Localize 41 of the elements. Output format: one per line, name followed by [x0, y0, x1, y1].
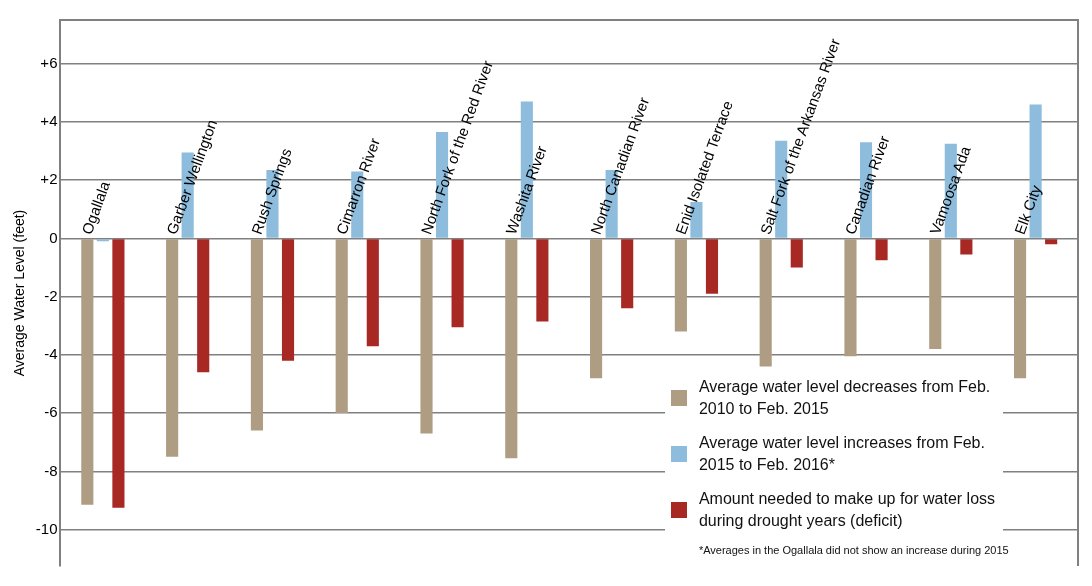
bar [250, 239, 263, 431]
bar [536, 239, 549, 322]
bar [875, 239, 888, 261]
bar [621, 239, 634, 309]
bar [590, 239, 603, 379]
bar [1045, 239, 1058, 245]
legend-label: Average water level increases from Feb. 2015 to Feb. 2016* [698, 433, 986, 475]
bar [96, 239, 109, 242]
y-tick-label: -6 [44, 403, 58, 421]
y-axis-title: Average Water Level (feet) [11, 209, 28, 377]
bar [281, 239, 295, 361]
x-tick-label: Elk City [1010, 182, 1045, 237]
y-tick-label: +6 [40, 53, 58, 71]
bar [960, 239, 973, 255]
x-tick-label: North Fork of the Red River [417, 58, 497, 237]
bar [759, 239, 772, 367]
bar [420, 239, 433, 434]
y-tick-label: 0 [49, 228, 58, 246]
bar [335, 239, 348, 414]
bar [844, 239, 857, 357]
bar [81, 239, 94, 505]
bar [112, 239, 125, 508]
y-tick-label: -10 [35, 519, 58, 537]
annotation: *Averages in the Ogallala did not show an increase during 2015 [698, 544, 1009, 556]
y-tick-label: +4 [40, 112, 58, 130]
legend-label: Average water level decreases from Feb. 2010 to Feb. 2015 [698, 377, 992, 419]
bar [197, 239, 210, 373]
y-tick-label: -8 [44, 461, 58, 479]
bar [451, 239, 464, 328]
y-tick-label: -2 [44, 286, 58, 304]
y-tick-label: -4 [44, 345, 58, 363]
bar [505, 239, 518, 459]
bar [166, 239, 179, 457]
y-tick-label: +2 [40, 170, 58, 188]
bar [674, 239, 687, 332]
bar [366, 239, 379, 347]
bar [790, 239, 803, 268]
legend-label: Amount needed to make up for water loss during drought years (deficit) [698, 489, 997, 531]
bar [705, 239, 719, 294]
bar [929, 239, 942, 350]
bar [1014, 239, 1027, 379]
